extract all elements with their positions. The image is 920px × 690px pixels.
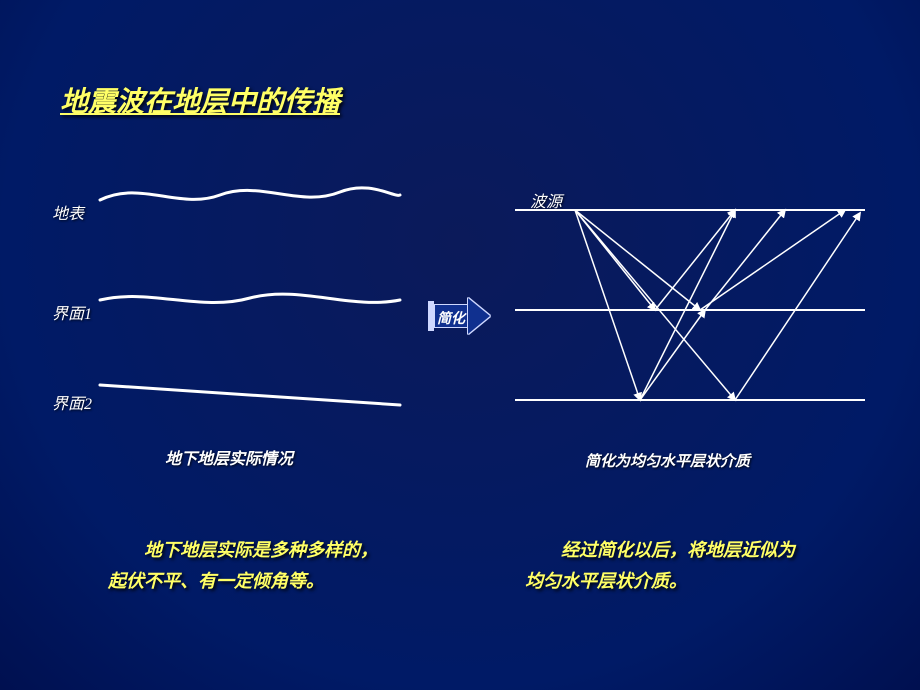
right-ray-diagram xyxy=(505,180,875,430)
simplify-arrow: 简化 xyxy=(428,298,490,334)
slide: 地震波在地层中的传播 地表 界面1 界面2 地下地层实际情况 简化 波源 简化为… xyxy=(0,0,920,690)
right-paragraph: 经过简化以后，将地层近似为均匀水平层状介质。 xyxy=(525,535,805,596)
left-caption: 地下地层实际情况 xyxy=(165,445,293,469)
arrow-label: 简化 xyxy=(434,304,468,328)
left-strata-diagram xyxy=(50,170,410,430)
slide-title: 地震波在地层中的传播 xyxy=(60,80,340,120)
right-caption: 简化为均匀水平层状介质 xyxy=(585,450,750,471)
arrow-head-icon xyxy=(468,298,490,334)
left-paragraph: 地下地层实际是多种多样的，起伏不平、有一定倾角等。 xyxy=(108,535,388,596)
